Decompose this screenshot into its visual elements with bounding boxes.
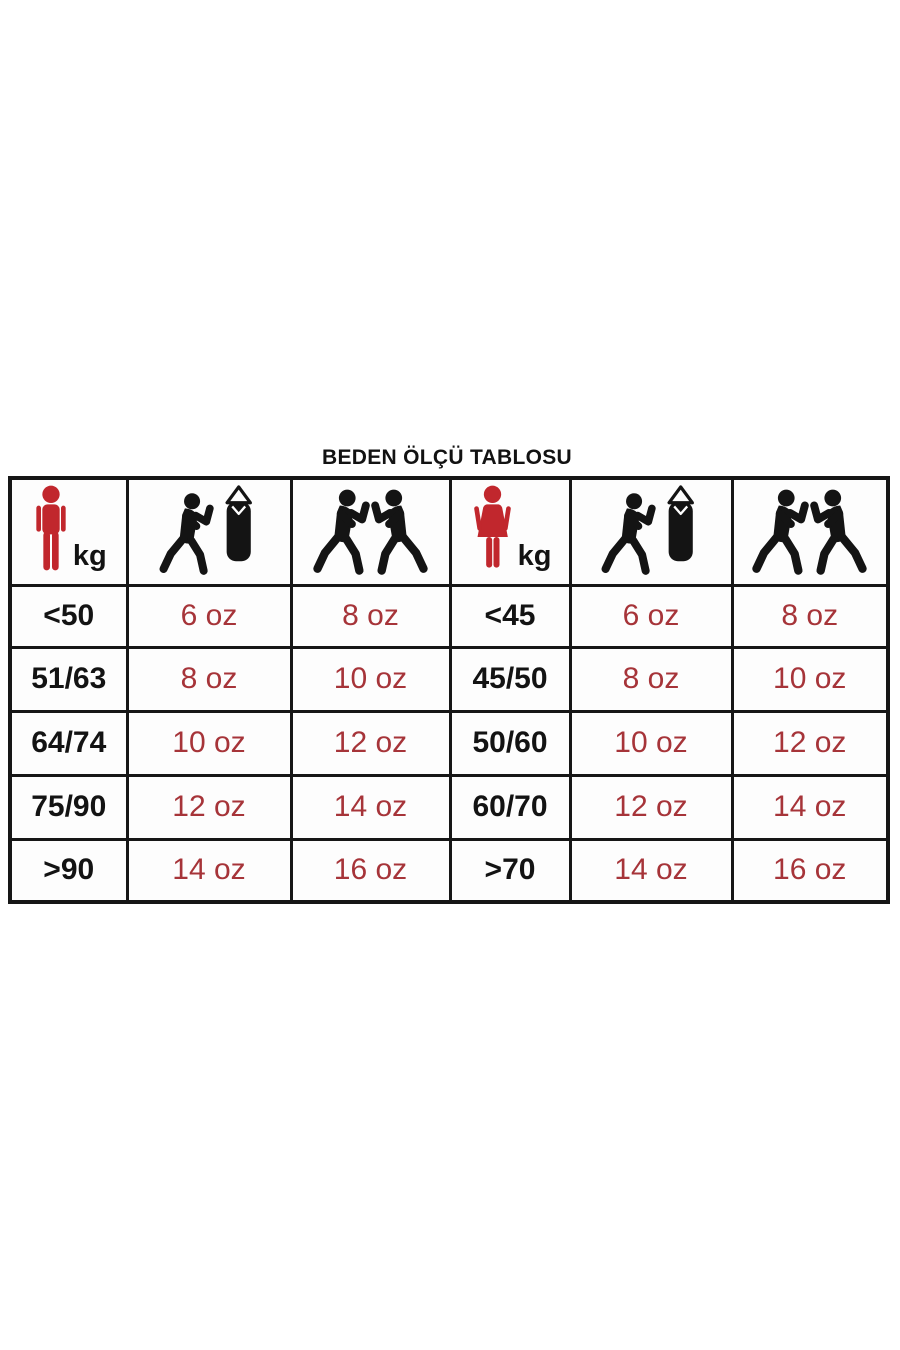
table-row: >90 14 oz 16 oz >70 14 oz 16 oz xyxy=(8,837,890,904)
header-cell-male-weight: kg xyxy=(8,476,129,587)
header-cell-male-bag xyxy=(125,476,293,587)
male-spar-oz-cell: 10 oz xyxy=(289,645,452,713)
male-weight-cell: 75/90 xyxy=(8,773,129,841)
table-row: 51/63 8 oz 10 oz 45/50 8 oz 10 oz xyxy=(8,645,890,713)
female-spar-oz-cell: 12 oz xyxy=(730,709,890,777)
female-figure-icon xyxy=(469,485,516,573)
page-title: BEDEN ÖLÇÜ TABLOSU xyxy=(321,446,572,469)
table-row: 75/90 12 oz 14 oz 60/70 12 oz 14 oz xyxy=(8,773,890,841)
male-weight-cell: <50 xyxy=(8,583,129,649)
female-kg-unit-label: kg xyxy=(517,539,552,572)
size-chart-table: kg kg xyxy=(8,476,890,904)
female-bag-oz-cell: 10 oz xyxy=(568,709,734,777)
female-bag-oz-cell: 14 oz xyxy=(568,837,734,904)
female-bag-oz-cell: 6 oz xyxy=(568,583,734,649)
female-spar-oz-cell: 10 oz xyxy=(730,645,890,713)
female-weight-cell: 50/60 xyxy=(448,709,572,777)
male-spar-oz-cell: 8 oz xyxy=(289,583,452,649)
male-bag-oz-cell: 6 oz xyxy=(125,583,293,649)
female-spar-oz-cell: 8 oz xyxy=(730,583,890,649)
table-header-row: kg kg xyxy=(8,476,890,587)
male-bag-oz-cell: 8 oz xyxy=(125,645,293,713)
male-spar-oz-cell: 16 oz xyxy=(289,837,452,904)
boxers-sparring-icon xyxy=(309,485,432,578)
female-bag-oz-cell: 12 oz xyxy=(568,773,734,841)
male-bag-oz-cell: 12 oz xyxy=(125,773,293,841)
boxer-heavy-bag-icon xyxy=(599,485,703,578)
female-weight-cell: 60/70 xyxy=(448,773,572,841)
male-bag-oz-cell: 14 oz xyxy=(125,837,293,904)
female-spar-oz-cell: 14 oz xyxy=(730,773,890,841)
female-weight-cell: >70 xyxy=(448,837,572,904)
female-weight-cell: 45/50 xyxy=(448,645,572,713)
male-kg-unit-label: kg xyxy=(72,539,107,572)
male-spar-oz-cell: 12 oz xyxy=(289,709,452,777)
female-spar-oz-cell: 16 oz xyxy=(730,837,890,904)
female-weight-cell: <45 xyxy=(448,583,572,649)
table-row: 64/74 10 oz 12 oz 50/60 10 oz 12 oz xyxy=(8,709,890,777)
male-weight-cell: >90 xyxy=(8,837,129,904)
header-cell-male-sparring xyxy=(289,476,452,587)
male-weight-cell: 51/63 xyxy=(8,645,129,713)
table-row: <50 6 oz 8 oz <45 6 oz 8 oz xyxy=(8,583,890,649)
male-figure-icon xyxy=(31,485,71,573)
header-cell-female-bag xyxy=(568,476,734,587)
male-bag-oz-cell: 10 oz xyxy=(125,709,293,777)
male-spar-oz-cell: 14 oz xyxy=(289,773,452,841)
boxers-sparring-icon xyxy=(748,485,871,578)
male-weight-cell: 64/74 xyxy=(8,709,129,777)
header-cell-female-sparring xyxy=(730,476,890,587)
header-cell-female-weight: kg xyxy=(448,476,572,587)
female-bag-oz-cell: 8 oz xyxy=(568,645,734,713)
boxer-heavy-bag-icon xyxy=(157,485,261,578)
